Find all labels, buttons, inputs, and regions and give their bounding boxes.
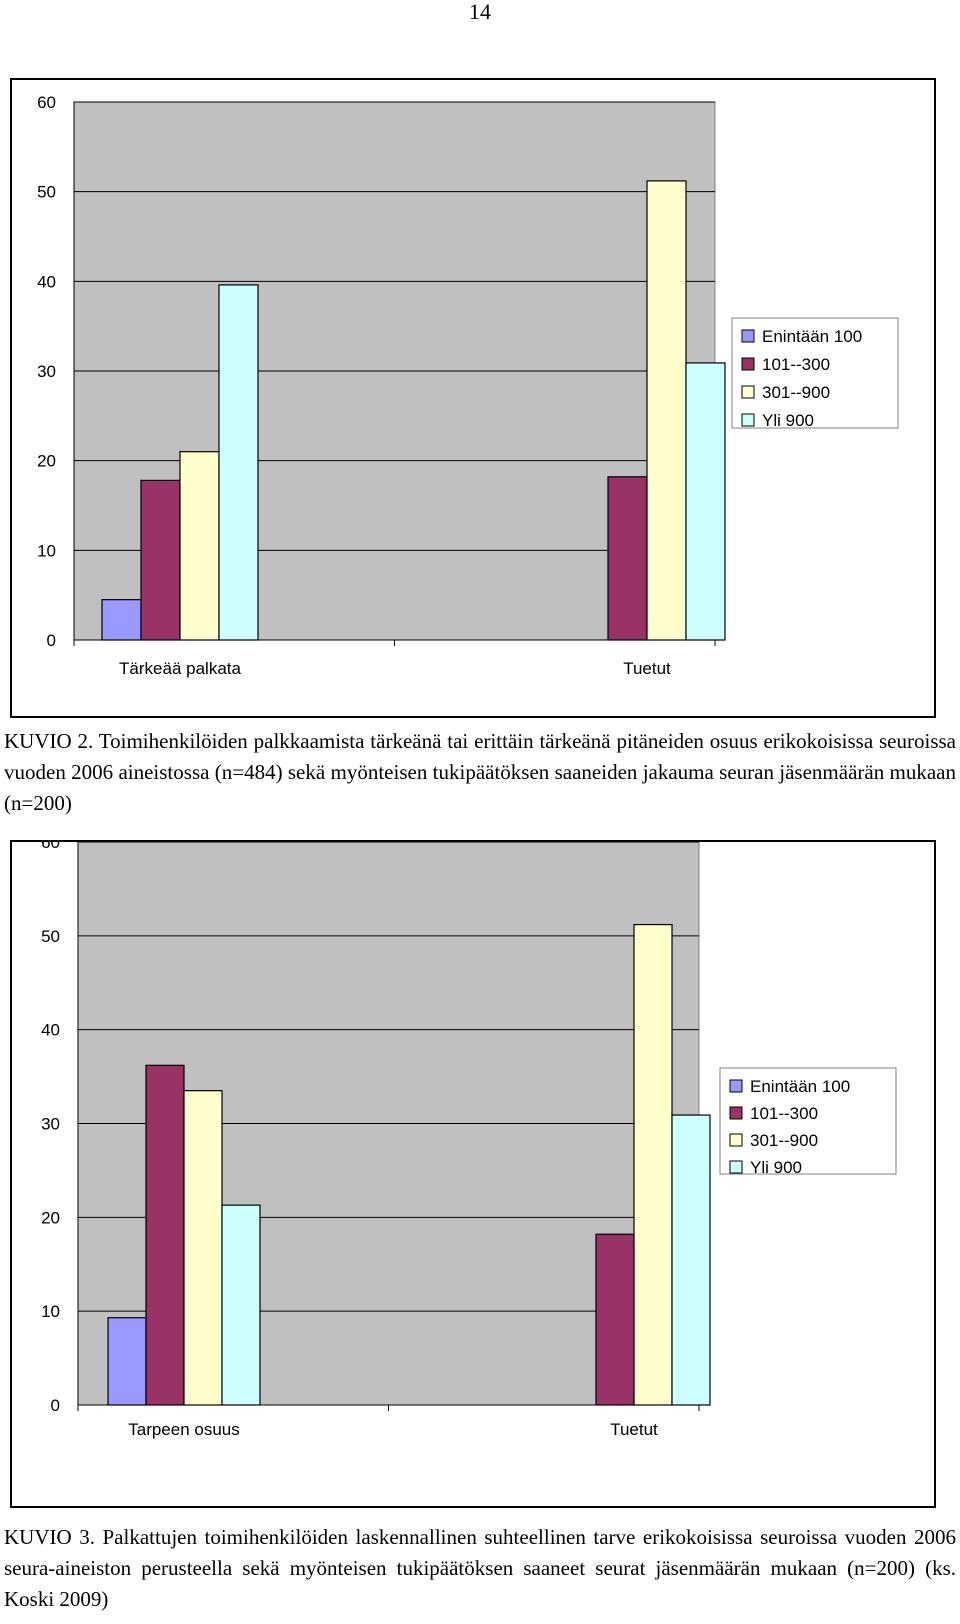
y-tick-label: 30 xyxy=(41,1115,60,1134)
bar xyxy=(140,479,181,641)
bar xyxy=(607,476,648,641)
legend-label: Enintään 100 xyxy=(750,1077,850,1096)
y-tick-label: 10 xyxy=(41,1302,60,1321)
legend-label: 101--300 xyxy=(762,355,830,374)
bar xyxy=(183,1090,223,1406)
legend-box xyxy=(719,1067,897,1175)
bar xyxy=(145,1064,185,1406)
bar xyxy=(646,180,687,641)
bar xyxy=(633,923,673,1406)
bar xyxy=(107,1317,147,1406)
y-tick-label: 10 xyxy=(37,541,56,560)
bar xyxy=(218,284,259,641)
legend-swatch xyxy=(741,413,755,427)
x-category-label: Tärkeää palkata xyxy=(119,659,241,678)
y-tick-label: 20 xyxy=(37,452,56,471)
legend-swatch xyxy=(741,329,755,343)
y-tick-label: 0 xyxy=(47,631,56,650)
chart-2: 0 10 20 30 40 50 60 Tarpeen osuus Tuetut Enintään… xyxy=(41,842,897,1439)
page-number: 14 xyxy=(469,0,491,24)
legend-label: Yli 900 xyxy=(750,1158,802,1177)
y-tick-label: 60 xyxy=(37,93,56,112)
legend-swatch xyxy=(741,357,755,371)
legend-swatch xyxy=(729,1133,743,1147)
figure-3-caption: KUVIO 3. Palkattujen toimihenkilöiden la… xyxy=(4,1525,956,1611)
y-tick-label: 50 xyxy=(41,927,60,946)
legend-swatch xyxy=(729,1106,743,1120)
legend-label: Yli 900 xyxy=(762,411,814,430)
y-tick-label: 30 xyxy=(37,362,56,381)
legend-swatch xyxy=(729,1160,743,1174)
x-category-label: Tuetut xyxy=(623,659,671,678)
legend-label: 301--900 xyxy=(762,383,830,402)
bar xyxy=(179,451,220,641)
y-tick-label: 60 xyxy=(41,842,60,852)
bar xyxy=(595,1233,635,1406)
bar xyxy=(221,1204,261,1406)
legend: Enintään 100 101--300 301--900 Yli 900 xyxy=(731,317,899,430)
chart-1-frame: 0 10 20 30 40 50 60 Tärkeää palkata Tuetut Enintä… xyxy=(10,78,936,718)
chart-1: 0 10 20 30 40 50 60 Tärkeää palkata Tuetut Enintä… xyxy=(37,93,899,678)
x-category-label: Tuetut xyxy=(610,1420,658,1439)
y-tick-label: 20 xyxy=(41,1208,60,1227)
y-tick-label: 50 xyxy=(37,183,56,202)
legend-box xyxy=(731,317,899,429)
legend-label: 301--900 xyxy=(750,1131,818,1150)
x-category-label: Tarpeen osuus xyxy=(128,1420,240,1439)
chart-2-frame: 0 10 20 30 40 50 60 Tarpeen osuus Tuetut Enintään… xyxy=(10,840,936,1508)
bar xyxy=(685,362,726,641)
bar xyxy=(101,599,142,641)
bar xyxy=(671,1114,711,1406)
y-tick-label: 0 xyxy=(51,1396,60,1415)
legend-swatch xyxy=(729,1079,743,1093)
y-tick-label: 40 xyxy=(37,272,56,291)
y-tick-label: 40 xyxy=(41,1021,60,1040)
figure-2-caption: KUVIO 2. Toimihenkilöiden palkkaamista t… xyxy=(4,729,956,815)
legend-label: Enintään 100 xyxy=(762,327,862,346)
legend: Enintään 100 101--300 301--900 Yli 900 xyxy=(719,1067,897,1177)
legend-label: 101--300 xyxy=(750,1104,818,1123)
legend-swatch xyxy=(741,385,755,399)
